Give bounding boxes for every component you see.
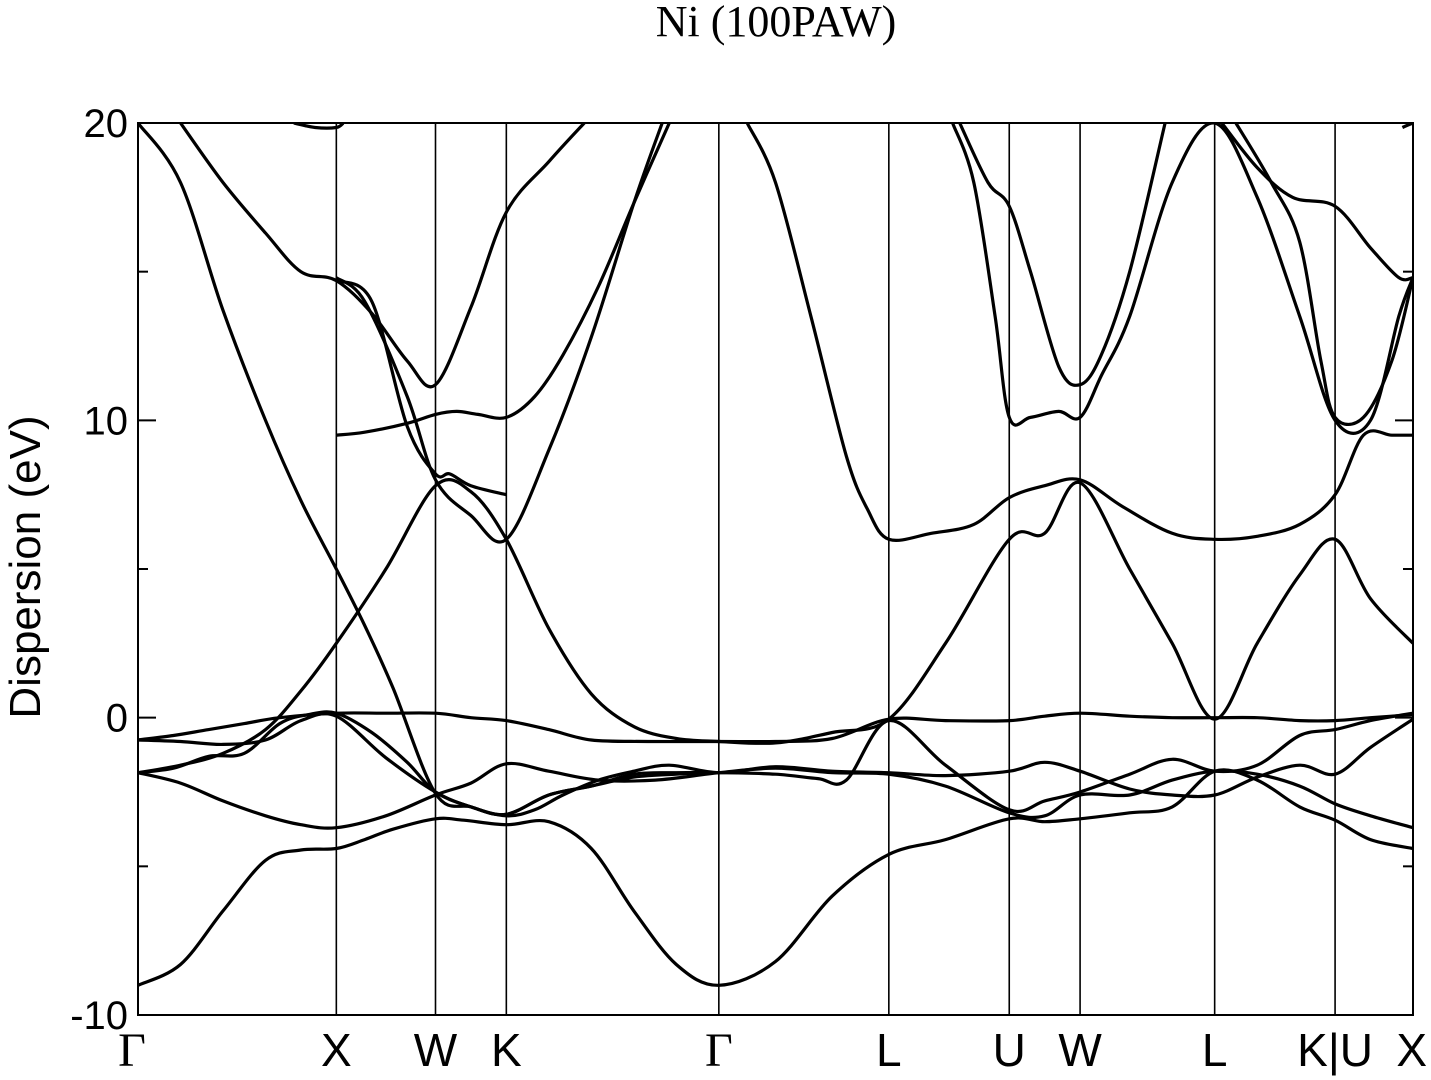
x-tick-label: W (1058, 1024, 1102, 1076)
x-tick-label: L (876, 1024, 902, 1076)
x-tick-label: Γ (118, 1024, 146, 1077)
band-line (138, 478, 1413, 775)
band-line (293, 123, 345, 130)
x-tick-label: K (491, 1024, 522, 1076)
bands (138, 123, 1413, 987)
band-line (138, 123, 705, 817)
y-axis-title: Dispersion (eV) (1, 415, 50, 718)
x-tick-label: X (321, 1024, 352, 1076)
plot-frame (137, 122, 1414, 1016)
band-line (951, 123, 1413, 435)
y-tick-label: 0 (106, 697, 128, 741)
band-line (138, 768, 1413, 987)
band-line (179, 123, 586, 389)
band-line (1220, 123, 1413, 282)
y-tick-label: -10 (70, 994, 128, 1038)
band-line (335, 279, 507, 497)
y-tick-label: 20 (84, 102, 129, 146)
band-line (336, 123, 671, 437)
band-line (958, 123, 1167, 387)
x-tick-label: X (1396, 1024, 1427, 1076)
band-line (138, 710, 1413, 818)
x-tick-label: L (1202, 1024, 1228, 1076)
x-tick-label: U (993, 1024, 1026, 1076)
x-tick-label: W (414, 1024, 458, 1076)
chart-title: Ni (100PAW) (656, 0, 897, 46)
band-line (138, 711, 1413, 817)
band-line (335, 123, 664, 544)
x-tick-label: Γ (705, 1024, 733, 1077)
y-tick-label: 10 (84, 399, 129, 443)
x-tick-label: K|U (1297, 1024, 1373, 1076)
band-line (745, 123, 1413, 542)
band-line (1234, 123, 1413, 427)
